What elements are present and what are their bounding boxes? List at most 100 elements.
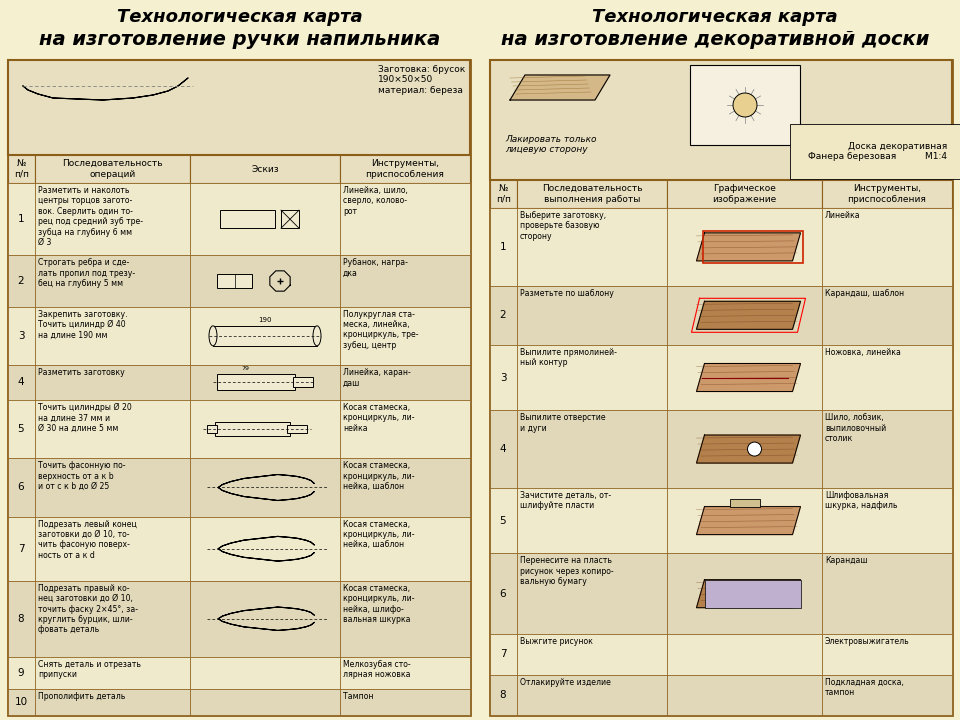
Text: 5: 5 [17, 424, 24, 434]
Text: Подкладная доска,
тампон: Подкладная доска, тампон [825, 678, 904, 697]
Text: 3: 3 [500, 372, 506, 382]
Bar [190, 689, 340, 715]
Bar [220, 210, 275, 228]
Bar [213, 326, 317, 346]
Text: Линейка, шило,
сверло, колово-
рот: Линейка, шило, сверло, колово- рот [343, 186, 408, 216]
Bar [35, 689, 190, 715]
Bar [190, 581, 340, 657]
Bar [690, 65, 800, 145]
Bar [822, 208, 952, 286]
Text: Выберите заготовку,
проверьте базовую
сторону: Выберите заготовку, проверьте базовую ст… [520, 211, 606, 240]
Text: 190: 190 [258, 317, 272, 323]
Bar [490, 286, 517, 345]
Polygon shape [218, 474, 314, 500]
Bar [35, 459, 190, 517]
Text: Тампон: Тампон [343, 693, 373, 701]
Bar [217, 374, 295, 390]
Text: Технологическая карта: Технологическая карта [117, 8, 363, 26]
Polygon shape [697, 507, 801, 534]
Bar [8, 581, 35, 657]
Text: на изготовление декоративной доски: на изготовление декоративной доски [501, 30, 929, 49]
Polygon shape [697, 233, 801, 261]
Bar [667, 286, 822, 345]
Text: 9: 9 [17, 668, 24, 678]
Text: Лакировать только
лицевую сторону: Лакировать только лицевую сторону [505, 135, 596, 154]
Bar [667, 634, 822, 675]
Text: Линейка: Линейка [825, 211, 860, 220]
Bar [207, 426, 217, 433]
Text: Перенесите на пласть
рисунок через копиро-
вальную бумагу: Перенесите на пласть рисунок через копир… [520, 557, 613, 586]
Bar [340, 581, 470, 657]
Text: 2: 2 [500, 310, 506, 320]
Bar [667, 410, 822, 488]
Bar [340, 517, 470, 581]
Polygon shape [218, 536, 314, 561]
Text: Выпилите отверстие
и дуги: Выпилите отверстие и дуги [520, 413, 606, 433]
Text: 7: 7 [17, 544, 24, 554]
Bar [705, 580, 801, 608]
Bar [8, 689, 35, 715]
Bar [517, 634, 667, 675]
Bar [35, 307, 190, 365]
Text: 6: 6 [17, 482, 24, 492]
Text: Косая стамеска,
кронциркуль, ли-
нейка, шлифо-
вальная шкурка: Косая стамеска, кронциркуль, ли- нейка, … [343, 584, 415, 624]
Bar [340, 689, 470, 715]
Bar [340, 365, 470, 400]
Polygon shape [218, 607, 314, 631]
Text: Ножовка, линейка: Ножовка, линейка [825, 348, 900, 357]
Text: Технологическая карта: Технологическая карта [592, 8, 838, 26]
Bar [340, 657, 470, 689]
Text: Разметьте по шаблону: Разметьте по шаблону [520, 289, 613, 298]
Bar [293, 377, 313, 387]
Text: Снять деталь и отрезать
припуски: Снять деталь и отрезать припуски [38, 660, 141, 679]
Bar [490, 675, 517, 715]
Bar [190, 459, 340, 517]
Text: Зачистите деталь, от-
шлифуйте пласти: Зачистите деталь, от- шлифуйте пласти [520, 491, 612, 510]
Text: 79: 79 [241, 366, 249, 372]
Bar [190, 517, 340, 581]
Text: 8: 8 [500, 690, 506, 700]
Text: Заготовка: брусок
190×50×50
материал: береза: Заготовка: брусок 190×50×50 материал: бе… [377, 65, 465, 95]
Text: №
п/п: № п/п [496, 184, 511, 204]
Bar [340, 155, 470, 183]
Bar [8, 155, 35, 183]
Text: Выжгите рисунок: Выжгите рисунок [520, 637, 593, 646]
Bar [35, 365, 190, 400]
Bar [35, 517, 190, 581]
Text: Разметить заготовку: Разметить заготовку [38, 368, 125, 377]
Bar [35, 256, 190, 307]
Text: Карандаш: Карандаш [825, 557, 868, 565]
Bar [822, 553, 952, 634]
Bar [215, 422, 290, 436]
Text: Косая стамеска,
кронциркуль, ли-
нейка, шаблон: Косая стамеска, кронциркуль, ли- нейка, … [343, 462, 415, 491]
Bar [190, 183, 340, 256]
Text: 1: 1 [500, 242, 506, 252]
Ellipse shape [313, 326, 321, 346]
Text: 3: 3 [17, 330, 24, 341]
Text: Косая стамеска,
кронциркуль, ли-
нейка, шаблон: Косая стамеска, кронциркуль, ли- нейка, … [343, 520, 415, 549]
Bar [340, 256, 470, 307]
Bar [490, 553, 517, 634]
Text: 4: 4 [17, 377, 24, 387]
Bar [190, 256, 340, 307]
Text: Отлакируйте изделие: Отлакируйте изделие [520, 678, 611, 687]
Bar [517, 180, 667, 208]
Text: Доска декоративная
Фанера березовая          М1:4: Доска декоративная Фанера березовая М1:4 [808, 142, 947, 161]
Text: 2: 2 [17, 276, 24, 286]
Bar [340, 459, 470, 517]
Bar [490, 634, 517, 675]
Bar [190, 657, 340, 689]
Bar [517, 345, 667, 410]
Bar [517, 553, 667, 634]
Text: Строгать ребра и сде-
лать пропил под трезу-
бец на глубину 5 мм: Строгать ребра и сде- лать пропил под тр… [38, 258, 135, 288]
Text: Карандаш, шаблон: Карандаш, шаблон [825, 289, 904, 298]
Bar [287, 426, 307, 433]
Text: Мелкозубая сто-
лярная ножовка: Мелкозубая сто- лярная ножовка [343, 660, 411, 679]
Bar [8, 365, 35, 400]
Bar [517, 208, 667, 286]
Polygon shape [697, 301, 801, 329]
Bar [8, 60, 470, 155]
Bar [667, 488, 822, 553]
Bar [667, 553, 822, 634]
Bar [8, 657, 35, 689]
